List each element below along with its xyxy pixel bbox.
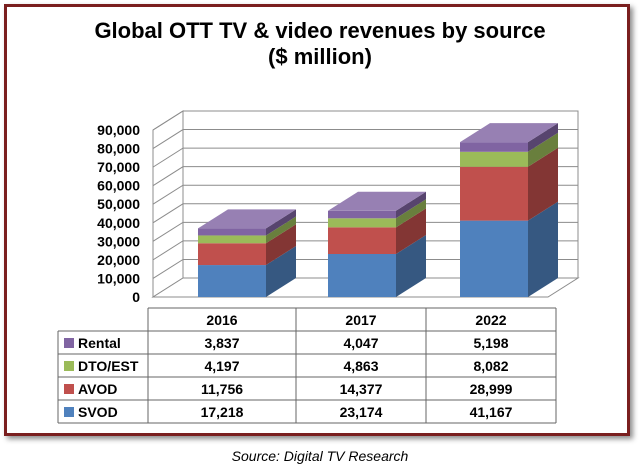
- bar-segment-top: [328, 191, 426, 211]
- bar-segment: [460, 220, 528, 297]
- gridline: [152, 203, 578, 224]
- bar-segment-side: [528, 147, 558, 221]
- legend-label: Rental: [78, 335, 121, 351]
- table-cell-value: 23,174: [340, 404, 383, 420]
- y-tick-label: 40,000: [97, 215, 140, 231]
- bar-segment-side: [528, 201, 558, 297]
- gridline: [152, 221, 578, 242]
- chart-title-line: Global OTT TV & video revenues by source: [94, 18, 546, 43]
- bar-segment: [328, 218, 396, 228]
- gridline: [152, 110, 578, 131]
- bar-segment: [460, 151, 528, 167]
- y-tick-label: 50,000: [97, 196, 140, 212]
- table-header-2016: 2016: [206, 312, 237, 328]
- table-cell-value: 14,377: [340, 381, 383, 397]
- legend-key-svod: [64, 407, 74, 417]
- bar-stack-2017: [328, 191, 426, 297]
- y-tick-label: 30,000: [97, 233, 140, 249]
- y-tick-label: 70,000: [97, 159, 140, 175]
- bar-segment-top: [198, 209, 296, 229]
- bar-segment: [328, 210, 396, 219]
- table-header-2022: 2022: [475, 312, 506, 328]
- table-header-2017: 2017: [345, 312, 376, 328]
- bar-segment-side: [396, 234, 426, 297]
- legend-key-avod: [64, 384, 74, 394]
- bar-segment-side: [266, 209, 296, 236]
- bar-stack-2016: [198, 209, 296, 297]
- chart-title: Global OTT TV & video revenues by source…: [0, 18, 640, 70]
- bar-segment: [198, 243, 266, 266]
- bar-segment: [328, 253, 396, 297]
- bar-segment-side: [266, 224, 296, 266]
- bar-segment-top: [460, 123, 558, 143]
- y-tick-label: 80,000: [97, 141, 140, 157]
- table-cell-value: 17,218: [201, 404, 244, 420]
- table-cell-value: 41,167: [470, 404, 513, 420]
- gridline: [152, 184, 578, 205]
- legend-key-rental: [64, 338, 74, 348]
- bar-segment-side: [396, 208, 426, 254]
- bar-segment: [198, 265, 266, 297]
- table-cell-value: 4,197: [204, 358, 239, 374]
- bar-stack-2022: [460, 123, 558, 297]
- bar-segment: [198, 235, 266, 244]
- gridline: [152, 258, 578, 279]
- legend-key-dto-est: [64, 361, 74, 371]
- bar-segment: [328, 227, 396, 254]
- source-note: Source: Digital TV Research: [231, 448, 409, 464]
- table-cell-value: 8,082: [473, 358, 508, 374]
- y-tick-label: 10,000: [97, 270, 140, 286]
- legend-label: SVOD: [78, 404, 118, 420]
- bar-segment-side: [396, 199, 426, 228]
- bar-segment: [460, 166, 528, 221]
- gridline: [152, 129, 578, 149]
- table-cell-value: 4,863: [343, 358, 378, 374]
- bar-segment-side: [266, 246, 296, 297]
- gridline: [152, 240, 578, 261]
- gridline: [152, 147, 578, 168]
- chart-subtitle: ($ million): [268, 44, 372, 69]
- y-tick-label: 60,000: [97, 178, 140, 194]
- y-tick-label: 0: [132, 289, 140, 305]
- bar-segment-side: [266, 216, 296, 244]
- bar-segment-side: [528, 123, 558, 152]
- table-cell-value: 28,999: [470, 381, 513, 397]
- y-tick-label: 20,000: [97, 252, 140, 268]
- table-cell-value: 5,198: [473, 335, 508, 351]
- bar-segment-side: [396, 191, 426, 219]
- table-cell-value: 3,837: [204, 335, 239, 351]
- gridline: [152, 166, 578, 187]
- legend-label: AVOD: [78, 381, 117, 397]
- table-cell-value: 11,756: [201, 381, 243, 397]
- y-tick-label: 90,000: [97, 122, 140, 138]
- legend-label: DTO/EST: [78, 358, 139, 374]
- bar-segment: [460, 142, 528, 152]
- bar-segment-side: [528, 132, 558, 167]
- table-cell-value: 4,047: [343, 335, 378, 351]
- bar-segment: [198, 228, 266, 236]
